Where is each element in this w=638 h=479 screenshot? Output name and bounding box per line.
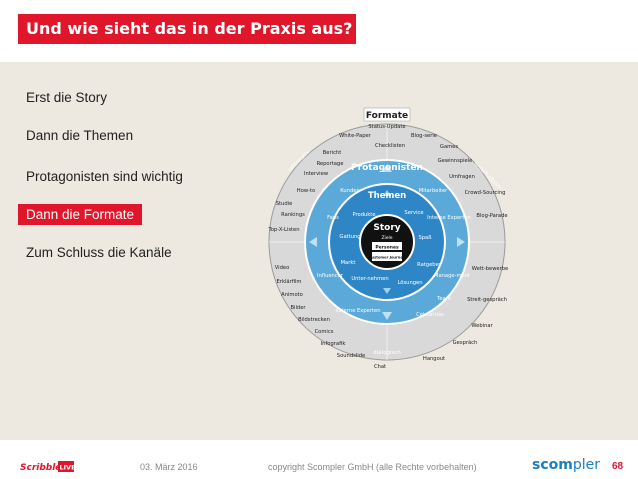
protagonist-item: Celebrities [416,312,444,318]
format-item: Interview [304,171,329,177]
format-item: Bilder [290,305,306,311]
protagonist-item: Mitarbeiter [419,188,448,194]
format-item: Blog-Parade [476,213,507,219]
format-item: Gespräch [453,340,478,346]
scompler-logo: scompler [532,457,600,473]
label-journey: Customer Journey [369,256,406,260]
svg-text:Scribble: Scribble [20,463,61,473]
themen-item: Ratgeber [417,262,442,268]
format-item: Reportage [317,161,344,167]
themen-item: Markt [341,260,356,266]
label-story: Story [373,223,400,233]
arrow-right-icon [457,237,465,247]
format-item: Video [275,265,290,271]
protagonist-item: Team [436,296,451,302]
footer-date: 03. März 2016 [140,462,198,472]
label-personas: Personas [375,245,399,251]
format-item: Status-Update [368,124,405,130]
bullet-kanaele: Zum Schluss die Kanäle [26,245,172,260]
format-item: Animoto [281,292,303,298]
themen-item: Spaß [418,235,432,241]
protagonist-item: externe Experten [335,308,380,314]
bullet-themen: Dann die Themen [26,128,134,143]
format-item: White-Paper [339,133,372,139]
label-formate: Formate [366,111,408,121]
format-item: Erklärfilm [277,279,302,285]
format-item: Infografik [321,341,346,347]
format-item: Studie [276,201,293,207]
protagonist-item: Fans [327,215,339,221]
scompler-logo-b: pler [572,457,600,473]
protagonist-item: Manage-ment [434,273,470,279]
protagonist-item: Kunden [340,188,360,194]
arrow-left-icon [309,237,317,247]
label-protagonisten: Protagonisten [351,163,423,173]
format-item: Comics [315,329,334,335]
themen-item: Unter-nehmen [351,276,388,282]
arrow-inner-up-icon [383,190,391,196]
arrow-inner-down-icon [383,288,391,294]
protagonist-item: Interne Experten [427,215,471,221]
format-item: Bildstrecken [298,317,330,323]
protagonist-item: Influencer [317,273,344,279]
content-wheel-diagram: Formate Protagonisten Themen Story Ziele… [267,107,509,370]
format-item: Blog-serie [411,133,437,139]
format-item: Hangout [423,356,445,362]
format-item: Streit-gespräch [467,297,507,303]
bullet-protagonisten: Protagonisten sind wichtig [26,169,183,184]
format-item: Games [440,144,458,150]
themen-item: Service [404,210,423,216]
bullet-story: Erst die Story [26,90,108,105]
bullet-formate-highlighted: Dann die Formate [18,204,143,225]
format-item: Chat [374,364,386,370]
format-item: Soundslide [337,353,365,359]
svg-text:LIVE: LIVE [60,464,75,472]
themen-item: Produkte [352,212,375,218]
format-item: Checklisten [375,143,405,149]
themen-item: Lösungen [397,280,422,286]
label-themen: Themen [368,191,406,201]
themen-item: Gattung [339,234,360,240]
label-ziele: Ziele [381,235,392,241]
format-item: Bericht [323,150,342,156]
format-item: How-to [297,188,315,194]
format-item: Webinar [471,323,493,329]
arrow-down-icon [382,312,392,320]
format-item: Rankings [281,212,305,218]
format-item: Gewinnspiele [438,158,473,164]
format-item: Top-X-Listen [267,227,299,233]
format-item: Umfragen [449,174,475,180]
format-item: Crowd-Sourcing [465,190,506,196]
page-number: 68 [612,461,624,472]
scribblelive-logo-icon: Scribble LIVE [20,461,75,473]
footer [0,440,638,479]
arc-label-dialogisch: dialogisch [373,350,401,356]
arrow-up-icon [382,164,392,172]
format-item: Wett-bewerbe [472,266,509,272]
slide-title: Und wie sieht das in der Praxis aus? [18,14,356,44]
footer-copyright: copyright Scompler GmbH (alle Rechte vor… [268,462,477,472]
scompler-logo-a: scom [532,457,573,473]
